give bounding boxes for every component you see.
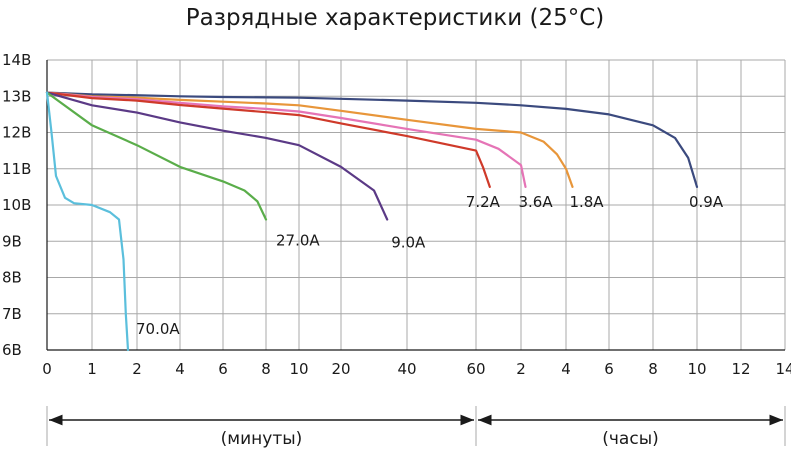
y-tick-label: 12В bbox=[2, 124, 31, 142]
range-label: (часы) bbox=[602, 429, 659, 449]
x-tick-label: 6 bbox=[604, 360, 614, 378]
x-tick-label: 8 bbox=[261, 360, 271, 378]
y-tick-label: 10В bbox=[2, 196, 31, 214]
y-tick-label: 14В bbox=[2, 51, 31, 69]
y-tick-label: 11В bbox=[2, 160, 31, 178]
series-label-3.6A: 3.6A bbox=[519, 193, 554, 211]
y-tick-label: 8В bbox=[2, 269, 22, 287]
x-tick-label: 4 bbox=[175, 360, 185, 378]
y-tick-label: 9В bbox=[2, 232, 22, 250]
chart-title: Разрядные характеристики (25°C) bbox=[186, 5, 605, 31]
series-line-0.9A bbox=[45, 91, 699, 188]
x-tick-label: 1 bbox=[87, 360, 97, 378]
series-label-1.8A: 1.8A bbox=[569, 193, 604, 211]
series-line-27.0A bbox=[45, 91, 268, 221]
y-tick-label: 13В bbox=[2, 87, 31, 105]
series-label-27.0A: 27.0A bbox=[276, 232, 320, 250]
y-tick-label: 6В bbox=[2, 341, 22, 359]
x-tick-label: 10 bbox=[687, 360, 706, 378]
series-label-70.0A: 70.0A bbox=[136, 320, 180, 338]
series-labels: 0.9A 1.8A 3.6A 7.2A 9.0A 27.0A 70.0A bbox=[136, 193, 724, 338]
series-line-7.2A bbox=[45, 91, 491, 188]
x-tick-label: 4 bbox=[561, 360, 571, 378]
series-line-3.6A bbox=[45, 91, 527, 188]
series-line-9.0A bbox=[45, 91, 389, 221]
range-label: (минуты) bbox=[221, 429, 303, 449]
x-tick-label: 0 bbox=[42, 360, 52, 378]
series-label-0.9A: 0.9A bbox=[689, 193, 724, 211]
y-axis-ticks: 14В 13В 12В 11В 10В 9В 8В 7В 6В bbox=[2, 51, 31, 359]
series-line-70.0A bbox=[45, 91, 130, 352]
series-line-1.8A bbox=[45, 91, 574, 188]
series-label-7.2A: 7.2A bbox=[466, 193, 501, 211]
x-tick-label: 14 bbox=[775, 360, 791, 378]
x-tick-label: 2 bbox=[516, 360, 526, 378]
grid bbox=[46, 59, 786, 351]
x-tick-label: 40 bbox=[397, 360, 416, 378]
x-tick-label: 10 bbox=[289, 360, 308, 378]
series-label-9.0A: 9.0A bbox=[391, 234, 426, 252]
y-tick-label: 7В bbox=[2, 305, 22, 323]
x-tick-label: 8 bbox=[648, 360, 658, 378]
x-tick-label: 60 bbox=[466, 360, 485, 378]
x-axis-ticks: 0 1 2 4 6 8 10 20 40 60 2 4 6 8 10 12 14 bbox=[42, 360, 791, 378]
x-tick-label: 12 bbox=[731, 360, 750, 378]
series-lines bbox=[45, 91, 699, 352]
x-tick-label: 2 bbox=[132, 360, 142, 378]
x-range-indicators: (минуты) (часы) bbox=[46, 406, 786, 449]
x-tick-label: 6 bbox=[218, 360, 228, 378]
x-tick-label: 20 bbox=[331, 360, 350, 378]
